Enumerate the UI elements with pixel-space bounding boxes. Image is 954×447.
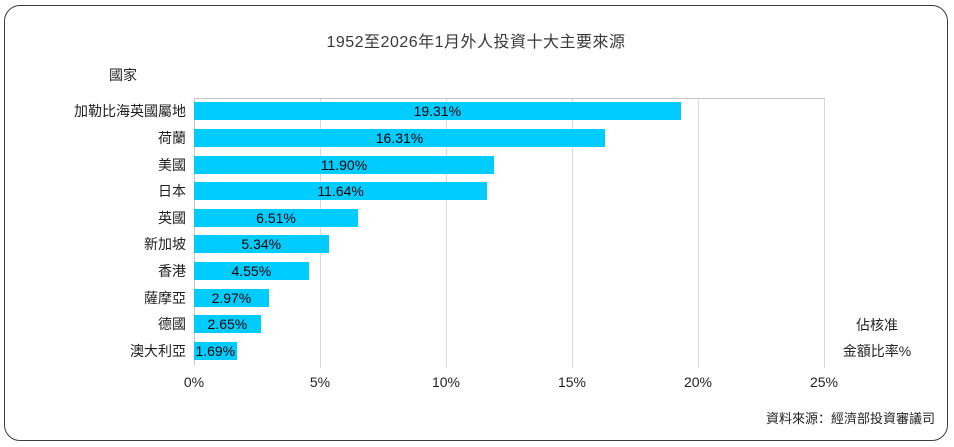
x-tick-label: 20% (683, 374, 713, 390)
bar-value-label: 4.55% (231, 262, 272, 279)
category-label: 日本 (158, 183, 186, 200)
gridline (572, 99, 573, 368)
gridline (698, 99, 699, 368)
x-tick-label: 15% (557, 374, 587, 390)
bar-value-label: 6.51% (256, 209, 296, 226)
bar-value-label: 11.90% (320, 156, 368, 173)
value-axis-title: 佔核准 金額比率% (815, 312, 939, 364)
chart-frame: 1952至2026年1月外人投資十大主要來源 國家 0% 5% 10% 15% 20% 2… (4, 5, 948, 441)
value-axis-title-line2: 金額比率% (842, 343, 912, 359)
bar-value-label: 2.97% (211, 289, 252, 306)
bar-value-label: 2.65% (207, 316, 248, 333)
category-label: 新加坡 (144, 236, 186, 253)
gridline (320, 99, 321, 368)
category-label: 香港 (158, 262, 186, 279)
category-label: 加勒比海英國屬地 (74, 103, 186, 120)
x-tick-label: 0% (183, 374, 205, 390)
bar: 11.90% (194, 155, 494, 174)
category-label: 荷蘭 (158, 129, 186, 146)
category-axis-title: 國家 (109, 67, 137, 83)
bar: 6.51% (194, 208, 359, 227)
x-tick-label: 10% (431, 374, 461, 390)
x-tick-label: 5% (309, 374, 331, 390)
gridline (446, 99, 447, 368)
gridline (824, 99, 825, 368)
bar: 2.97% (194, 288, 269, 307)
bar-value-label: 1.69% (195, 342, 236, 359)
value-axis-title-line1: 佔核准 (856, 317, 898, 333)
bar: 4.55% (194, 261, 309, 280)
source-note: 資料來源：經濟部投資審議司 (765, 411, 935, 426)
chart-title: 1952至2026年1月外人投資十大主要來源 (326, 34, 626, 51)
x-tick-label: 25% (809, 374, 839, 390)
bar-value-label: 5.34% (241, 236, 282, 253)
bar: 5.34% (194, 235, 329, 254)
bar: 11.64% (194, 182, 488, 201)
bar-value-label: 11.64% (317, 183, 364, 200)
bar: 16.31% (194, 128, 605, 147)
bar: 2.65% (194, 315, 261, 334)
category-label: 英國 (158, 209, 186, 226)
category-label: 美國 (158, 156, 186, 173)
plot-area (194, 98, 825, 368)
bar: 19.31% (194, 102, 681, 121)
category-label: 澳大利亞 (130, 342, 186, 359)
bar: 1.69% (194, 341, 237, 360)
category-label: 薩摩亞 (144, 289, 186, 306)
bar-value-label: 16.31% (375, 129, 424, 146)
category-label: 德國 (158, 316, 186, 333)
bar-value-label: 19.31% (413, 103, 462, 120)
